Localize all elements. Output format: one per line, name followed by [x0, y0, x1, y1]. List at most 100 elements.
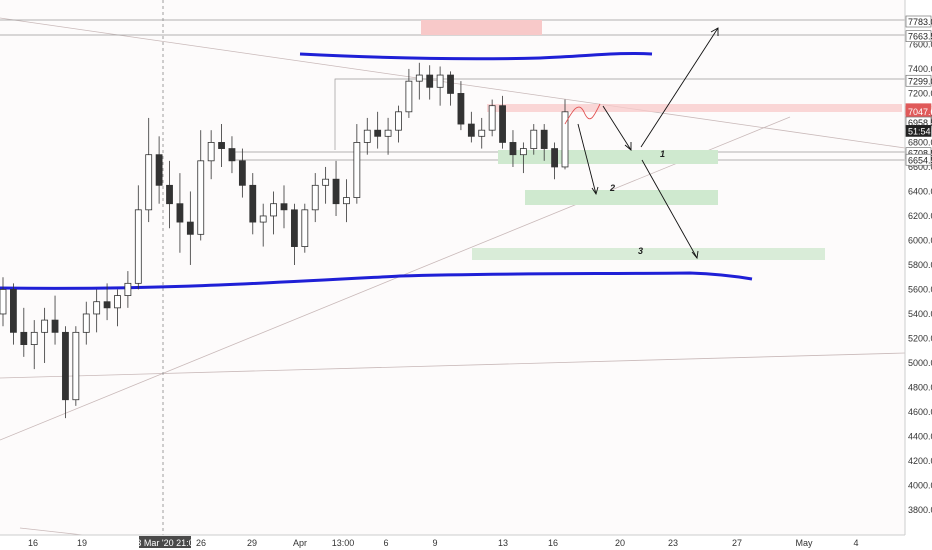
candle[interactable]: [332, 160, 340, 216]
candle[interactable]: [249, 173, 257, 235]
candle-body: [415, 74, 423, 82]
time-axis[interactable]: [0, 535, 932, 550]
candle[interactable]: [343, 179, 350, 223]
candle[interactable]: [186, 191, 194, 265]
candle[interactable]: [218, 124, 225, 167]
candle[interactable]: [0, 277, 7, 327]
svg-text:7663.5: 7663.5: [908, 32, 932, 42]
candle[interactable]: [374, 111, 382, 149]
candle[interactable]: [259, 203, 267, 247]
moving-average-upper[interactable]: [299, 51, 653, 61]
candle[interactable]: [155, 136, 163, 204]
price-tick-label: 3800.0: [908, 505, 932, 515]
candle[interactable]: [145, 117, 153, 223]
arrow-to-zone-3[interactable]: [641, 159, 698, 259]
candle[interactable]: [353, 124, 361, 204]
candle-body: [51, 319, 59, 333]
candle-body: [301, 209, 309, 247]
candle[interactable]: [395, 105, 402, 143]
candle[interactable]: [467, 111, 475, 143]
candle[interactable]: [561, 99, 569, 170]
range-box-upper[interactable]: [334, 78, 905, 150]
candle[interactable]: [509, 130, 517, 167]
candle[interactable]: [384, 117, 392, 155]
price-tick-label: 5400.0: [908, 309, 932, 319]
candle-body: [41, 319, 49, 333]
candle-body: [30, 331, 38, 345]
candle[interactable]: [291, 203, 298, 265]
candle[interactable]: [488, 99, 496, 137]
projection-wave[interactable]: [564, 103, 601, 125]
candle[interactable]: [228, 136, 236, 174]
candle[interactable]: [519, 142, 527, 174]
candle[interactable]: [322, 166, 330, 204]
candle[interactable]: [530, 124, 538, 155]
candle[interactable]: [114, 289, 121, 327]
candle[interactable]: [426, 65, 434, 100]
candle[interactable]: [280, 185, 288, 229]
time-tick-label: 23: [668, 538, 678, 548]
price-axis[interactable]: [905, 0, 932, 550]
time-tick-label: 26: [196, 538, 206, 548]
candle[interactable]: [363, 117, 371, 155]
candle-body: [374, 129, 382, 137]
candle[interactable]: [30, 320, 38, 370]
candle[interactable]: [124, 271, 132, 308]
candle[interactable]: [551, 142, 558, 180]
candle[interactable]: [301, 203, 309, 253]
candle[interactable]: [311, 173, 319, 223]
candle[interactable]: [270, 191, 277, 235]
candle[interactable]: [93, 289, 101, 333]
demand-zone-3[interactable]: [472, 248, 825, 260]
time-tick-label: 29: [247, 538, 257, 548]
candle[interactable]: [207, 130, 215, 180]
candle[interactable]: [62, 326, 69, 419]
candle-body: [20, 331, 28, 345]
candle[interactable]: [197, 130, 205, 241]
candle[interactable]: [41, 307, 49, 363]
long-ascending-trendline[interactable]: [0, 352, 906, 379]
candle-body: [0, 289, 7, 315]
candle[interactable]: [166, 160, 173, 229]
price-label: 7663.5: [905, 30, 932, 42]
arrow-up-target[interactable]: [640, 27, 719, 148]
candle-body: [509, 142, 517, 156]
time-tick-label: Apr: [293, 538, 307, 548]
price-tick-label: 4400.0: [908, 431, 932, 441]
candle[interactable]: [436, 66, 444, 106]
candle[interactable]: [238, 148, 246, 198]
demand-zone-1[interactable]: [498, 150, 718, 164]
candle-body: [551, 148, 558, 168]
zone-label-1: 1: [660, 149, 665, 159]
candle[interactable]: [82, 301, 90, 345]
arrow-to-zone-1[interactable]: [602, 105, 632, 151]
candle[interactable]: [20, 307, 28, 357]
candle-body: [478, 129, 486, 137]
arrow-to-zone-2[interactable]: [577, 123, 597, 195]
candle[interactable]: [51, 295, 59, 345]
candle[interactable]: [72, 326, 80, 406]
candle[interactable]: [499, 95, 506, 149]
candle[interactable]: [447, 71, 454, 106]
projection-arrows[interactable]: [564, 27, 719, 260]
candle-body: [405, 80, 413, 113]
demand-zone-2[interactable]: [525, 190, 718, 205]
candle[interactable]: [176, 173, 184, 253]
candle[interactable]: [134, 185, 142, 290]
arrowhead-zone-1: [624, 142, 632, 151]
candle[interactable]: [415, 62, 423, 100]
price-label: 7047.0: [905, 105, 932, 118]
supply-zone-top[interactable]: [421, 20, 542, 35]
supply-zone-mid[interactable]: [487, 104, 902, 112]
candle-body: [519, 148, 527, 156]
candle[interactable]: [405, 68, 413, 118]
candle[interactable]: [478, 117, 486, 149]
candle[interactable]: [540, 124, 548, 161]
candle[interactable]: [10, 283, 17, 345]
price-tick-label: 7600.0: [908, 39, 932, 49]
candle[interactable]: [457, 81, 465, 131]
candle[interactable]: [103, 283, 111, 321]
moving-average-lower[interactable]: [0, 271, 753, 290]
ascending-trendline[interactable]: [0, 116, 791, 441]
